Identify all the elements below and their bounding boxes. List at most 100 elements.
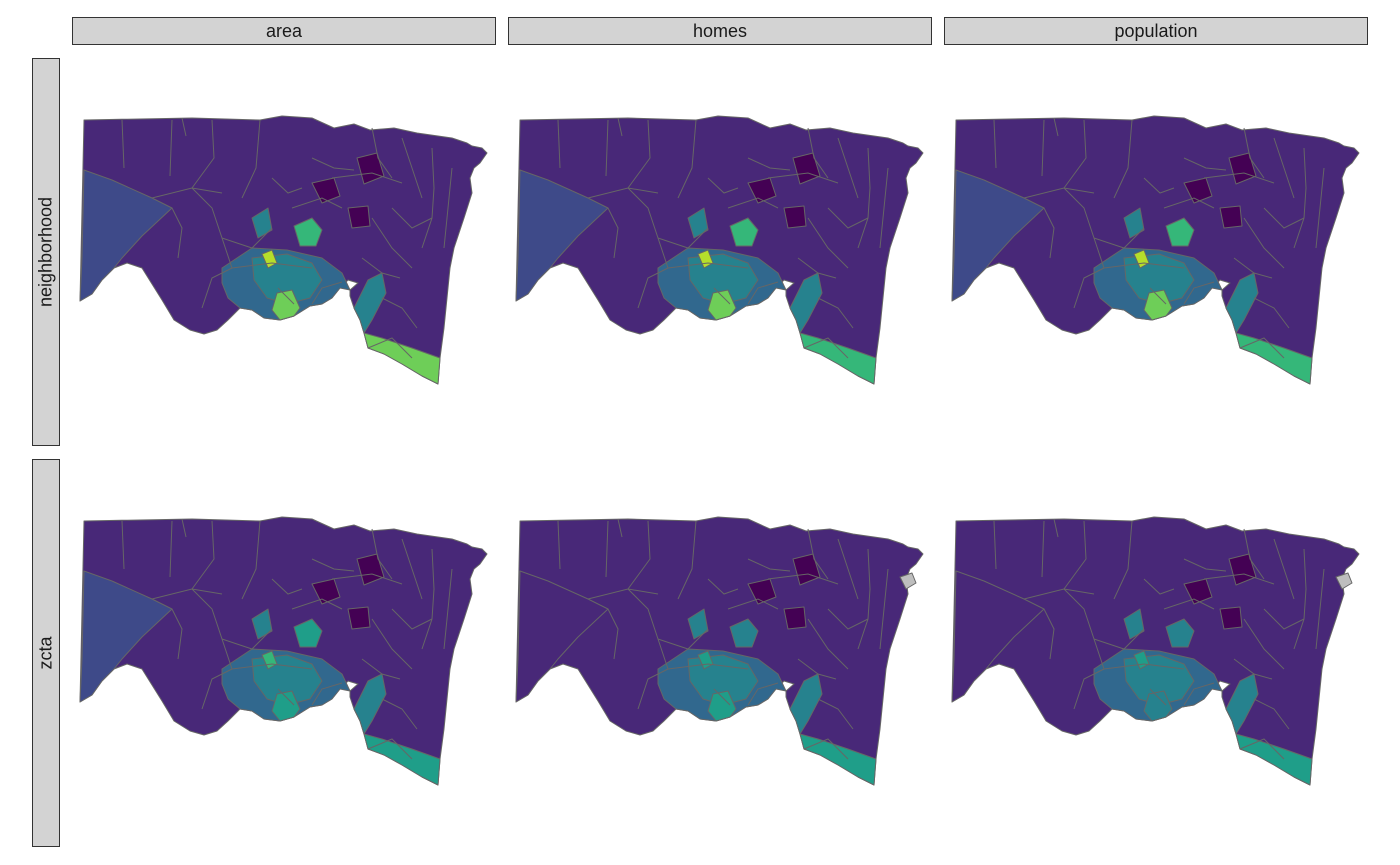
facet-strip-area: area (72, 17, 496, 45)
boundary-line-20 (1093, 628, 1145, 650)
dark-pocket-1 (311, 578, 341, 605)
missing-data-region (899, 572, 917, 590)
boundary-line-25 (1253, 698, 1290, 730)
boundary-line-6 (1063, 588, 1105, 670)
choropleth-map (79, 516, 488, 786)
east-river-region (1225, 673, 1259, 735)
boundary-line-18 (713, 688, 731, 706)
dark-pocket-2 (1228, 553, 1257, 586)
choropleth-map (951, 516, 1360, 786)
boundary-line-14 (1315, 568, 1325, 650)
boundary-line-21 (201, 267, 233, 309)
boundary-line-5 (607, 207, 619, 259)
boundary-line-5 (171, 608, 183, 660)
hotspot-south (271, 289, 301, 321)
boundary-line-18 (1149, 287, 1167, 305)
boundary-line-10 (807, 528, 829, 580)
north-core-region (251, 608, 273, 640)
facet-strip-zcta-label: zcta (35, 636, 56, 670)
boundary-line-9 (1203, 172, 1275, 184)
boundary-line-7 (1103, 262, 1185, 269)
boundary-line-0 (557, 119, 561, 169)
boundary-line-9 (1203, 573, 1275, 585)
west-region (515, 570, 609, 703)
east-river-region (789, 673, 823, 735)
east-river-region (353, 673, 387, 735)
boundary-line-1 (169, 119, 173, 177)
boundary-line-3 (241, 119, 261, 199)
north-core-region (1123, 207, 1145, 239)
boundary-line-2 (191, 119, 215, 189)
boundary-line-7 (231, 663, 313, 670)
boundary-line-5 (1043, 207, 1055, 259)
map-panel-neighborhood-area (72, 58, 496, 446)
dark-pocket-1 (747, 177, 777, 204)
boundary-line-13 (421, 548, 435, 650)
dark-pocket-1 (1183, 578, 1213, 605)
hotspot-north (293, 618, 323, 648)
dark-pocket-2 (356, 553, 385, 586)
facet-strip-neighborhood-label: neighborhood (35, 196, 56, 308)
north-core-region (687, 608, 709, 640)
boundary-line-22 (1053, 117, 1059, 137)
boundary-line-14 (443, 568, 453, 650)
boundary-line-17 (797, 257, 837, 279)
boundary-line-1 (169, 520, 173, 578)
boundary-line-13 (1293, 147, 1307, 249)
boundary-line-2 (1063, 119, 1087, 189)
boundary-line-23 (271, 177, 303, 194)
boundary-line-15 (391, 608, 433, 630)
boundary-line-10 (807, 127, 829, 179)
boundary-line-9 (767, 573, 839, 585)
boundary-line-23 (271, 578, 303, 595)
boundary-line-17 (1233, 257, 1273, 279)
boundary-line-11 (1183, 157, 1227, 171)
boundary-line-12 (837, 137, 859, 199)
facet-strip-homes: homes (508, 17, 932, 45)
west-region (951, 169, 1045, 302)
boundary-line-23 (707, 578, 739, 595)
boundary-line-8 (1163, 598, 1215, 610)
dark-pocket-2 (792, 553, 821, 586)
boundary-line-17 (1233, 658, 1273, 680)
dark-pocket-1 (1183, 177, 1213, 204)
west-region (515, 169, 609, 302)
boundary-line-19 (311, 682, 343, 706)
dark-pocket-1 (747, 578, 777, 605)
boundary-line-14 (879, 568, 889, 650)
boundary-line-12 (1273, 538, 1295, 600)
boundary-line-6 (191, 588, 233, 670)
boundary-line-15 (1263, 608, 1305, 630)
boundary-line-3 (1113, 520, 1133, 600)
boundary-line-0 (557, 520, 561, 570)
boundary-line-3 (1113, 119, 1133, 199)
boundary-line-11 (311, 157, 355, 171)
boundary-line-16 (807, 217, 849, 269)
boundary-line-24 (367, 738, 413, 760)
boundary-line-1 (605, 119, 609, 177)
boundary-line-10 (1243, 127, 1265, 179)
hotspot-north (1165, 618, 1195, 648)
missing-data-region (1335, 572, 1353, 590)
boundary-line-19 (747, 682, 779, 706)
map-panel-zcta-area (72, 459, 496, 847)
boundary-line-12 (837, 538, 859, 600)
boundary-line-16 (807, 618, 849, 670)
hotspot-south (707, 289, 737, 321)
boundary-line-5 (607, 608, 619, 660)
boundary-line-3 (241, 520, 261, 600)
boundary-line-11 (1183, 558, 1227, 572)
boundary-line-8 (1163, 197, 1215, 209)
boundary-line-23 (1143, 177, 1175, 194)
boundary-line-21 (637, 267, 669, 309)
boundary-line-1 (1041, 520, 1045, 578)
north-core-region (687, 207, 709, 239)
boundary-line-14 (1315, 167, 1325, 249)
boundary-line-8 (727, 197, 779, 209)
boundary-line-13 (857, 548, 871, 650)
map-panel-neighborhood-population (944, 58, 1368, 446)
boundary-line-3 (677, 520, 697, 600)
boundary-line-3 (677, 119, 697, 199)
dark-pocket-3 (347, 205, 371, 229)
boundary-line-1 (1041, 119, 1045, 177)
